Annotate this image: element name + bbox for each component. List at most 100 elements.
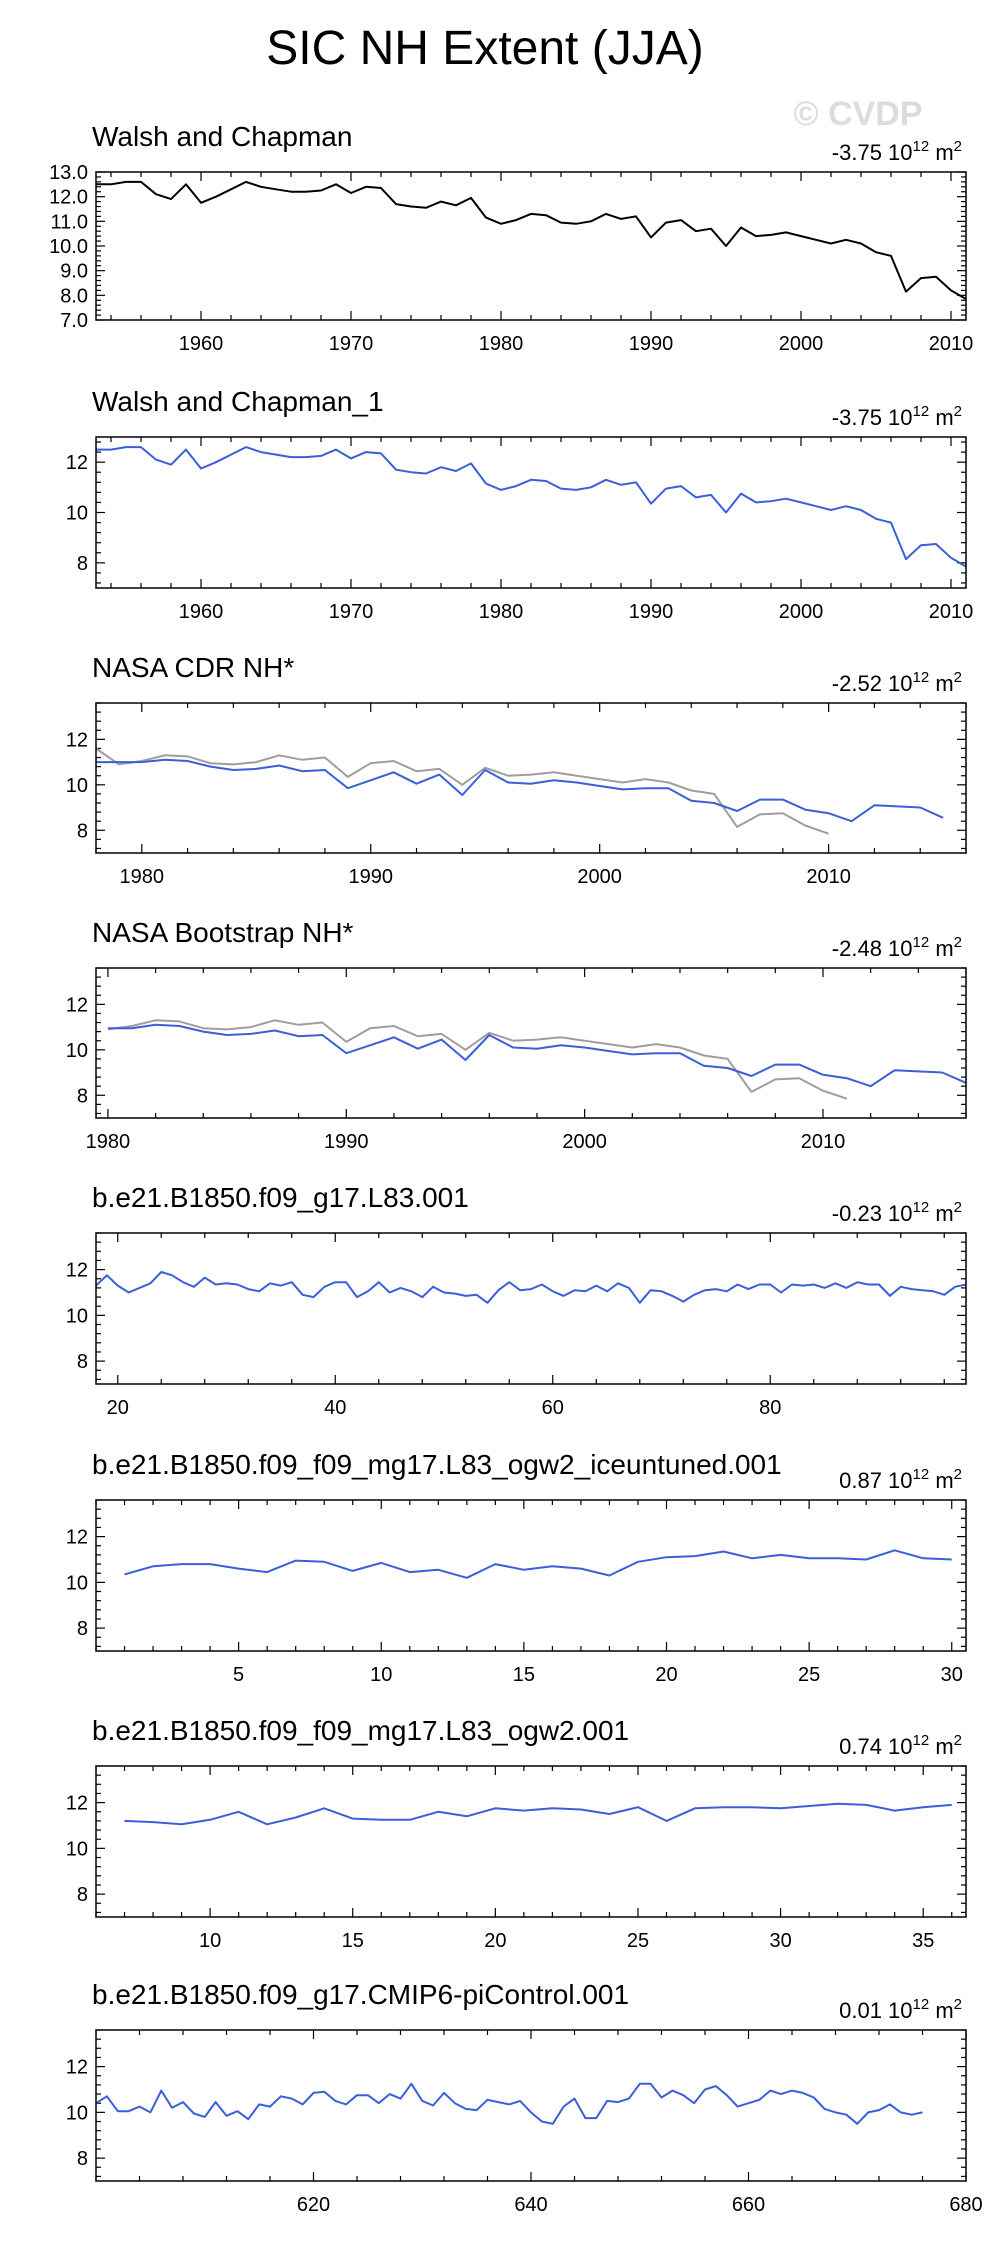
- x-tick-label: 35: [912, 1930, 934, 1952]
- trend-label: -0.23 1012 m2: [832, 1199, 962, 1226]
- trend-label: 0.74 1012 m2: [839, 1732, 962, 1759]
- y-tick-label: 12.0: [49, 187, 88, 209]
- x-tick-label: 25: [627, 1930, 649, 1952]
- y-tick-label: 10: [66, 1305, 88, 1327]
- x-tick-label: 10: [199, 1930, 221, 1952]
- panel-6: b.e21.B1850.f09_f09_mg17.L83_ogw2_iceunt…: [66, 1449, 967, 1686]
- x-tick-label: 2000: [779, 601, 824, 623]
- y-tick-label: 10: [66, 1838, 88, 1860]
- y-tick-label: 8: [77, 553, 88, 575]
- panel-2: Walsh and Chapman_1-3.75 1012 m281012196…: [66, 386, 974, 623]
- trend-label: 0.87 1012 m2: [839, 1466, 962, 1493]
- x-tick-label: 2010: [801, 1131, 846, 1153]
- panels: Walsh and Chapman-3.75 1012 m27.08.09.01…: [49, 121, 983, 2216]
- trend-exponent: 12: [913, 669, 930, 686]
- y-tick-label: 8: [77, 1351, 88, 1373]
- trend-unit: m: [929, 936, 953, 961]
- x-tick-label: 10: [370, 1664, 392, 1686]
- trend-unit-exponent: 2: [954, 138, 962, 155]
- series-line-1: [95, 747, 829, 835]
- panel-title: NASA Bootstrap NH*: [92, 917, 354, 948]
- y-tick-label: 9.0: [60, 261, 88, 283]
- y-tick-label: 10.0: [49, 236, 88, 258]
- trend-label: -3.75 1012 m2: [832, 138, 962, 165]
- x-tick-label: 60: [542, 1397, 564, 1419]
- y-tick-label: 8: [77, 820, 88, 842]
- trend-exponent: 12: [913, 1996, 930, 2013]
- plot-frame: [95, 967, 967, 1119]
- panel-title: Walsh and Chapman: [92, 121, 352, 152]
- x-tick-label: 1990: [629, 333, 674, 355]
- y-tick-label: 12: [66, 729, 88, 751]
- panel-4: NASA Bootstrap NH*-2.48 1012 m2810121980…: [66, 917, 967, 1153]
- x-tick-label: 80: [759, 1397, 781, 1419]
- trend-value: 0.74 10: [839, 1734, 912, 1759]
- x-tick-label: 1980: [479, 601, 524, 623]
- y-tick-label: 8: [77, 1618, 88, 1640]
- plot-frame: [95, 436, 967, 589]
- x-tick-label: 15: [513, 1664, 535, 1686]
- trend-exponent: 12: [913, 934, 930, 951]
- x-tick-label: 660: [732, 2194, 765, 2216]
- plot-frame: [95, 1765, 967, 1918]
- x-tick-label: 1970: [329, 601, 374, 623]
- trend-value: -2.48 10: [832, 936, 913, 961]
- y-tick-label: 8: [77, 1085, 88, 1107]
- trend-unit: m: [929, 405, 953, 430]
- trend-unit: m: [929, 1201, 953, 1226]
- plot-frame: [95, 702, 967, 854]
- series-line-1: [95, 1270, 967, 1304]
- plot-frame: [95, 1499, 967, 1652]
- trend-unit: m: [929, 140, 953, 165]
- x-tick-label: 1990: [324, 1131, 369, 1153]
- y-tick-label: 12: [66, 2057, 88, 2079]
- trend-unit: m: [929, 1998, 953, 2023]
- plot-frame: [95, 171, 967, 321]
- x-tick-label: 1980: [479, 333, 524, 355]
- series-line-1: [96, 180, 967, 300]
- x-tick-label: 620: [297, 2194, 330, 2216]
- trend-label: -3.75 1012 m2: [832, 403, 962, 430]
- x-tick-label: 2000: [779, 333, 824, 355]
- y-tick-label: 10: [66, 1572, 88, 1594]
- trend-unit-exponent: 2: [954, 1732, 962, 1749]
- x-tick-label: 680: [949, 2194, 982, 2216]
- x-tick-label: 5: [233, 1664, 244, 1686]
- trend-exponent: 12: [913, 138, 930, 155]
- y-tick-label: 12: [66, 1260, 88, 1282]
- plot-frame: [95, 2029, 967, 2182]
- x-tick-label: 20: [655, 1664, 677, 1686]
- x-tick-label: 1980: [120, 866, 165, 888]
- x-tick-label: 640: [514, 2194, 547, 2216]
- x-tick-label: 2010: [929, 601, 974, 623]
- series-line-1: [95, 2082, 923, 2125]
- trend-unit-exponent: 2: [954, 1199, 962, 1216]
- y-tick-label: 13.0: [49, 162, 88, 184]
- trend-value: -3.75 10: [832, 405, 913, 430]
- trend-unit: m: [929, 1734, 953, 1759]
- y-tick-label: 10: [66, 1040, 88, 1062]
- y-tick-label: 8: [77, 1884, 88, 1906]
- trend-value: 0.01 10: [839, 1998, 912, 2023]
- trend-unit: m: [929, 1468, 953, 1493]
- x-tick-label: 1990: [348, 866, 393, 888]
- panel-title: b.e21.B1850.f09_g17.CMIP6-piControl.001: [92, 1979, 629, 2010]
- trend-unit-exponent: 2: [954, 1996, 962, 2013]
- x-tick-label: 1960: [179, 601, 224, 623]
- panel-1: Walsh and Chapman -3.75 1012 m2 7.0 8.09.0 1…: [49, 121, 973, 355]
- trend-unit-exponent: 2: [954, 1466, 962, 1483]
- x-tick-label: 20: [107, 1397, 129, 1419]
- trend-unit: m: [929, 671, 953, 696]
- x-tick-label: 2010: [929, 333, 974, 355]
- y-tick-label: 12: [66, 1793, 88, 1815]
- trend-value: 0.87 10: [839, 1468, 912, 1493]
- y-tick-label: 12: [66, 452, 88, 474]
- panel-title: b.e21.B1850.f09_g17.L83.001: [92, 1182, 469, 1213]
- panel-5: b.e21.B1850.f09_g17.L83.001 -0.23 1012 m2…: [66, 1182, 967, 1419]
- trend-label: -2.52 1012 m2: [832, 669, 962, 696]
- panel-title: b.e21.B1850.f09_f09_mg17.L83_ogw2.001: [92, 1715, 629, 1746]
- trend-exponent: 12: [913, 1199, 930, 1216]
- plot-frame: [95, 1232, 967, 1385]
- y-tick-label: 10: [66, 775, 88, 797]
